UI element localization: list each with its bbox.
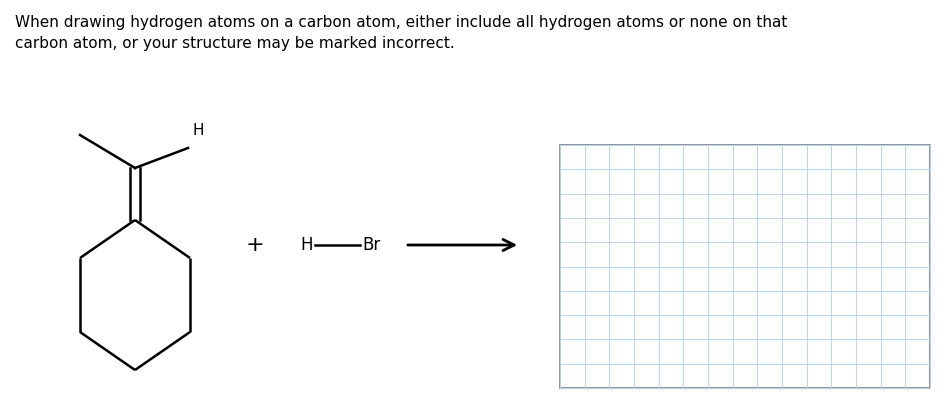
- Text: Br: Br: [362, 236, 380, 254]
- Text: When drawing hydrogen atoms on a carbon atom, either include all hydrogen atoms : When drawing hydrogen atoms on a carbon …: [15, 15, 787, 51]
- Text: H: H: [192, 123, 204, 138]
- Text: +: +: [245, 235, 264, 255]
- Text: H: H: [300, 236, 312, 254]
